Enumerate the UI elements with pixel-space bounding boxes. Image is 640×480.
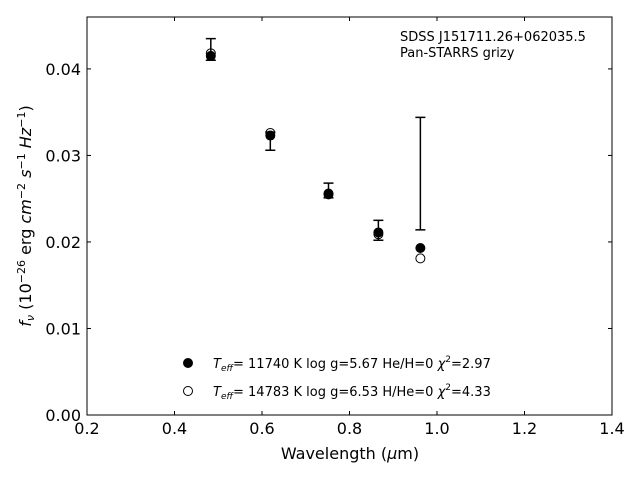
x-tick-label: 1.0 bbox=[424, 419, 449, 438]
y-tick-label: 0.02 bbox=[45, 233, 81, 252]
legend: Teff= 11740 K log g=5.67 He/H=0 χ2=2.97 … bbox=[183, 355, 491, 402]
annotation-line-1: SDSS J151711.26+062035.5 bbox=[400, 30, 586, 45]
data-point-open bbox=[415, 253, 426, 264]
legend-marker-filled bbox=[183, 358, 193, 368]
y-tick-label: 0.03 bbox=[45, 146, 81, 165]
x-tick-label: 1.4 bbox=[599, 419, 624, 438]
data-points bbox=[205, 48, 426, 264]
axis-ticks: 0.2 0.4 0.6 0.8 1.0 1.2 1.4 0.00 0.01 0.02 0.03 0.0… bbox=[45, 17, 625, 438]
legend-entry-2: Teff= 14783 K log g=6.53 H/He=0 χ2=4.33 bbox=[213, 383, 491, 402]
plot-frame bbox=[86, 16, 613, 416]
x-tick-label: 0.6 bbox=[249, 419, 274, 438]
data-point-filled bbox=[415, 243, 426, 254]
x-tick-label: 0.8 bbox=[337, 419, 362, 438]
data-point-filled bbox=[373, 227, 384, 238]
x-tick-label: 0.4 bbox=[162, 419, 187, 438]
y-tick-label: 0.04 bbox=[45, 60, 81, 79]
x-tick-label: 0.2 bbox=[74, 419, 99, 438]
legend-marker-open bbox=[183, 386, 193, 396]
y-axis-label: fν (10−26 erg cm−2 s−1 Hz−1) bbox=[15, 105, 37, 326]
legend-entry-1: Teff= 11740 K log g=5.67 He/H=0 χ2=2.97 bbox=[213, 355, 491, 374]
data-point-filled bbox=[205, 50, 216, 61]
y-tick-label: 0.01 bbox=[45, 319, 81, 338]
error-bars bbox=[205, 37, 426, 241]
data-point-filled bbox=[323, 189, 334, 200]
x-tick-label: 1.2 bbox=[512, 419, 537, 438]
annotation-line-2: Pan-STARRS grizy bbox=[400, 46, 515, 61]
y-tick-label: 0.00 bbox=[45, 406, 81, 425]
data-point-filled bbox=[265, 130, 276, 141]
x-axis-label: Wavelength (μm) bbox=[281, 444, 419, 463]
